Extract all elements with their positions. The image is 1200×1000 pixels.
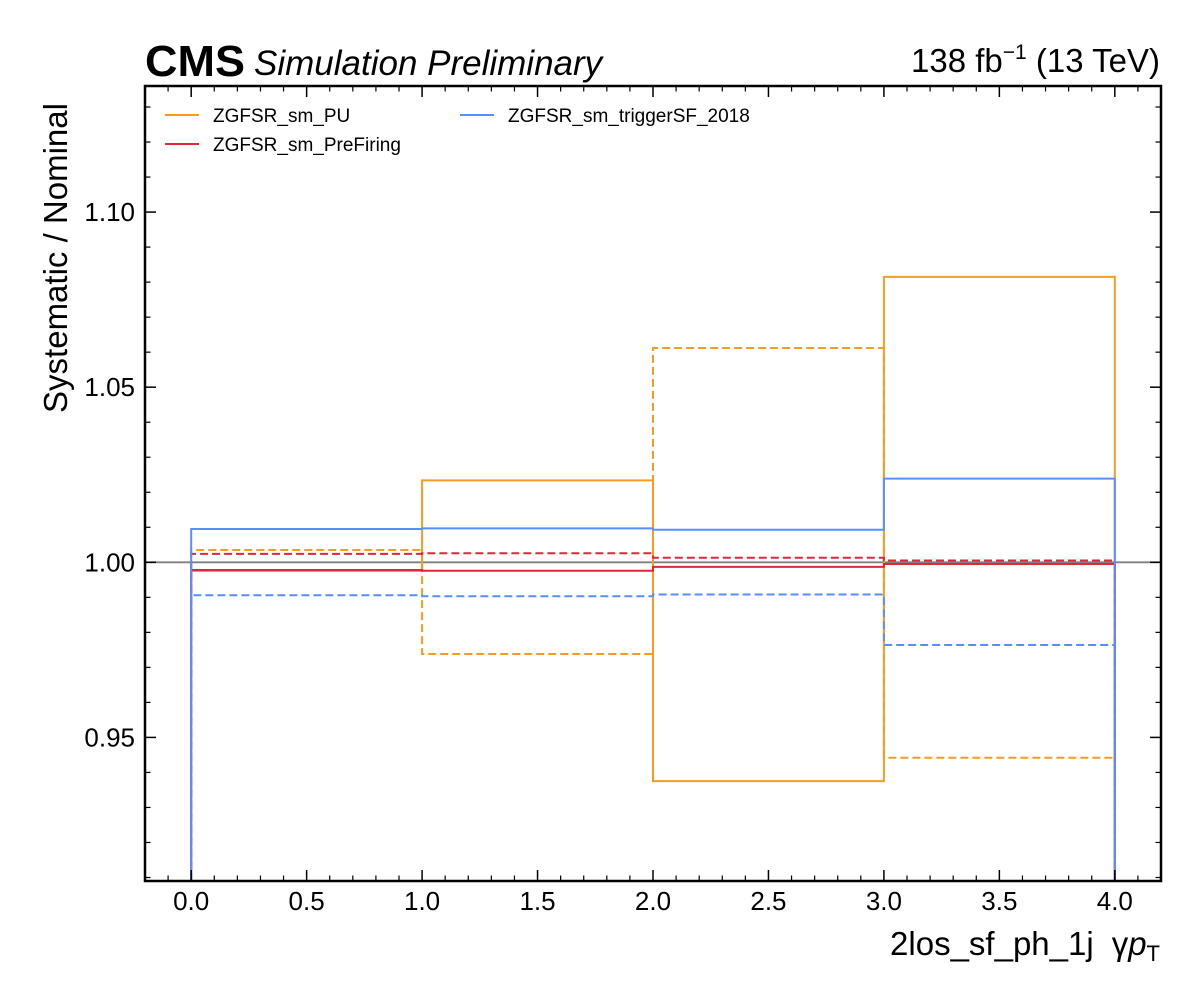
plot-frame (143, 84, 1163, 883)
x-tick-label: 4.0 (1097, 886, 1133, 916)
y-axis-label: Systematic / Nominal (37, 103, 74, 413)
legend-entry: ZGFSR_sm_PU (165, 106, 350, 127)
series-line-pu-down (190, 346, 1116, 881)
x-tick-label: 3.5 (981, 886, 1017, 916)
x-axis-label-text: 2los_sf_ph_1j (890, 925, 1094, 962)
x-tick-label: 3.0 (866, 886, 902, 916)
x-tick-label: 0.5 (289, 886, 325, 916)
legend: ZGFSR_sm_PU ZGFSR_sm_PreFiring ZGFSR_sm_tr… (165, 106, 750, 156)
cms-label: CMS (145, 37, 245, 86)
lumi-value: 138 fb (911, 42, 1003, 79)
y-tick-label: 0.95 (84, 722, 135, 752)
series-line-trigger-up (190, 477, 1116, 881)
x-axis-label-p: p (1127, 925, 1146, 962)
x-tick-label: 1.5 (519, 886, 555, 916)
legend-label: ZGFSR_sm_PreFiring (213, 135, 401, 156)
legend-entry: ZGFSR_sm_PreFiring (165, 135, 401, 156)
x-axis-label: 2los_sf_ph_1j γpT (890, 925, 1160, 966)
x-axis-label-sub: T (1147, 941, 1160, 966)
simulation-preliminary-label: Simulation Preliminary (254, 44, 605, 83)
lumi-exponent: −1 (1003, 41, 1027, 64)
luminosity-label: 138 fb−1 (13 TeV) (911, 41, 1160, 79)
x-axis-label-gamma: γ (1112, 925, 1129, 962)
legend-label: ZGFSR_sm_triggerSF_2018 (508, 106, 750, 127)
legend-label: ZGFSR_sm_PU (213, 106, 350, 127)
y-tick-label: 1.10 (84, 197, 135, 227)
lumi-energy: (13 TeV) (1027, 42, 1160, 79)
series-line-trigger-down (190, 593, 1116, 881)
y-tick-label: 1.05 (84, 372, 135, 402)
x-tick-label: 1.0 (404, 886, 440, 916)
tick-layer: 0.0 0.5 1.0 1.5 2.0 2.5 3.0 3.5 4.0 0.95 1.00 1.05 1… (84, 86, 1161, 916)
x-tick-label: 0.0 (173, 886, 209, 916)
x-tick-label: 2.0 (635, 886, 671, 916)
series-line-prefiring-up (190, 563, 1116, 881)
y-tick-label: 1.00 (84, 547, 135, 577)
plot-area (145, 275, 1161, 881)
x-tick-label: 2.5 (750, 886, 786, 916)
series-layer (190, 275, 1116, 881)
legend-entry: ZGFSR_sm_triggerSF_2018 (460, 106, 750, 127)
series-line-pu-up (190, 275, 1116, 881)
series-line-prefiring-down (190, 552, 1116, 881)
